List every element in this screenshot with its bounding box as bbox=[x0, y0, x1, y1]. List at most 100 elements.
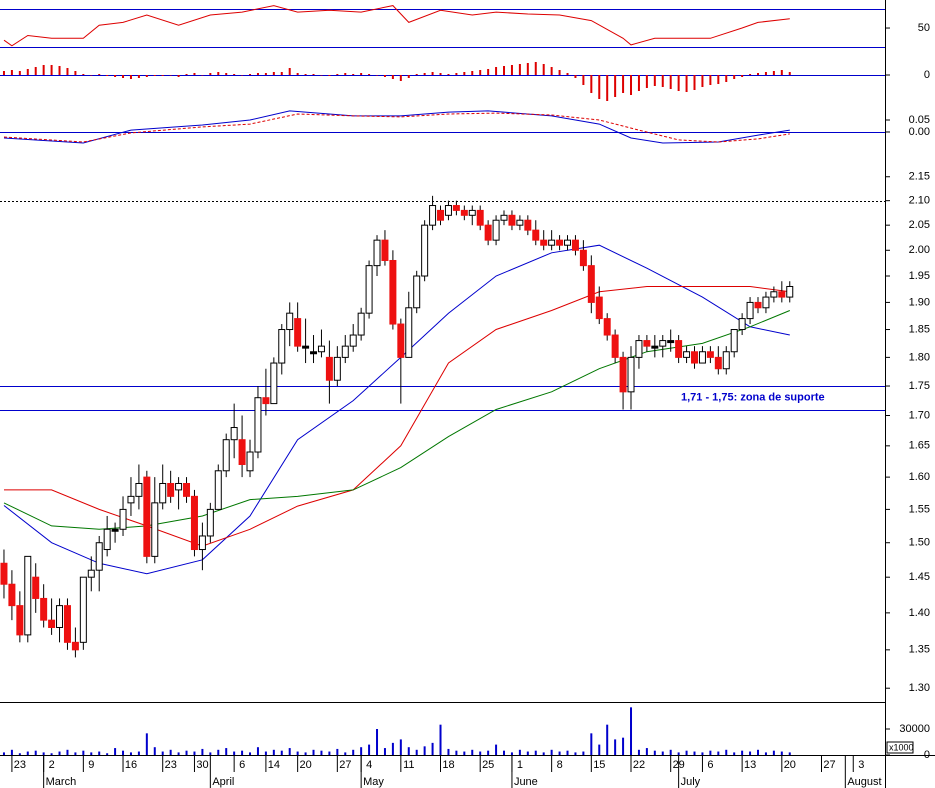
bar bbox=[137, 75, 140, 78]
bar bbox=[288, 748, 291, 755]
bar bbox=[757, 749, 760, 755]
bar bbox=[399, 75, 402, 81]
candle-body bbox=[508, 214, 516, 226]
bar bbox=[383, 75, 386, 77]
bar bbox=[455, 73, 458, 75]
month-label: July bbox=[681, 776, 701, 788]
bar bbox=[764, 752, 767, 755]
y-tick-label: 1.70 bbox=[909, 409, 930, 421]
bar bbox=[145, 733, 148, 755]
y-tick-label: 0 bbox=[924, 749, 930, 761]
bar bbox=[383, 748, 386, 755]
candle-body bbox=[317, 345, 325, 353]
candle-body bbox=[159, 482, 167, 504]
candle-body bbox=[611, 334, 619, 358]
bar bbox=[463, 72, 466, 75]
y-tick-label: 1.55 bbox=[909, 503, 930, 515]
y-tick-label: 1.50 bbox=[909, 537, 930, 549]
candle-body bbox=[460, 209, 468, 216]
bar bbox=[550, 67, 553, 75]
candle-body bbox=[698, 351, 706, 364]
bar bbox=[415, 74, 418, 75]
y-tick-label: 1.95 bbox=[909, 270, 930, 282]
bar bbox=[479, 70, 482, 75]
bar bbox=[749, 74, 752, 75]
x-tick-label: 4 bbox=[366, 759, 372, 771]
bar bbox=[677, 75, 680, 91]
candle-body bbox=[373, 239, 381, 267]
bar bbox=[233, 751, 236, 755]
candle-body bbox=[746, 301, 754, 320]
candle-body bbox=[24, 555, 32, 636]
bar bbox=[709, 75, 712, 85]
bar bbox=[701, 752, 704, 755]
candle-body bbox=[119, 508, 127, 530]
y-tick-label: 2.10 bbox=[909, 195, 930, 207]
bar bbox=[177, 75, 180, 77]
candle-body bbox=[675, 340, 683, 358]
y-tick-label: 1.80 bbox=[909, 351, 930, 363]
x-tick-label: 20 bbox=[300, 759, 312, 771]
month-label: March bbox=[46, 776, 77, 788]
bar bbox=[741, 750, 744, 755]
bar bbox=[622, 75, 625, 93]
y-tick-label: 1.85 bbox=[909, 323, 930, 335]
y-tick-label: 30000 bbox=[899, 723, 930, 735]
bar bbox=[526, 63, 529, 75]
bar bbox=[645, 748, 648, 755]
bar bbox=[757, 73, 760, 75]
candle-body bbox=[595, 296, 603, 320]
candle-body bbox=[310, 351, 318, 355]
bar bbox=[352, 749, 355, 755]
line bbox=[3, 112, 790, 143]
bar bbox=[193, 73, 196, 75]
bar bbox=[2, 71, 5, 75]
candle-body bbox=[214, 470, 222, 510]
bar bbox=[122, 75, 125, 78]
y-tick-label: 1.45 bbox=[909, 571, 930, 583]
bar bbox=[693, 75, 696, 90]
bar bbox=[169, 75, 172, 76]
y-tick-label: 1.30 bbox=[909, 682, 930, 694]
x-tick-label: 22 bbox=[633, 759, 645, 771]
bar bbox=[82, 74, 85, 75]
candle-body bbox=[167, 482, 175, 497]
line bbox=[3, 5, 790, 47]
bar bbox=[98, 751, 101, 755]
bar bbox=[503, 66, 506, 75]
candle-body bbox=[524, 219, 532, 231]
candle-body bbox=[389, 259, 397, 325]
x-tick-label: 11 bbox=[403, 759, 414, 771]
moving-average bbox=[3, 310, 790, 530]
candle-body bbox=[468, 209, 476, 216]
x-tick-label: 8 bbox=[557, 759, 563, 771]
bar bbox=[566, 73, 569, 75]
bar bbox=[344, 752, 347, 755]
bar bbox=[280, 72, 283, 75]
bar bbox=[336, 748, 339, 755]
bar bbox=[34, 67, 37, 75]
candle-body bbox=[556, 239, 564, 246]
bar bbox=[661, 751, 664, 755]
month-label: April bbox=[212, 776, 234, 788]
bar bbox=[122, 750, 125, 755]
candle-body bbox=[643, 340, 651, 347]
bar bbox=[407, 747, 410, 755]
candle-body bbox=[683, 351, 691, 358]
bar bbox=[669, 75, 672, 89]
candle-body bbox=[16, 605, 24, 636]
bar bbox=[725, 749, 728, 755]
candle-body bbox=[635, 340, 643, 358]
bar bbox=[241, 750, 244, 755]
bar bbox=[717, 75, 720, 84]
bar bbox=[423, 746, 426, 755]
bar bbox=[447, 74, 450, 75]
bar bbox=[161, 75, 164, 76]
bar bbox=[669, 749, 672, 755]
candle-body bbox=[667, 340, 675, 344]
candle-body bbox=[143, 476, 151, 557]
candle-body bbox=[532, 229, 540, 241]
bar bbox=[280, 750, 283, 755]
candle-body bbox=[405, 307, 413, 358]
bar bbox=[582, 75, 585, 85]
